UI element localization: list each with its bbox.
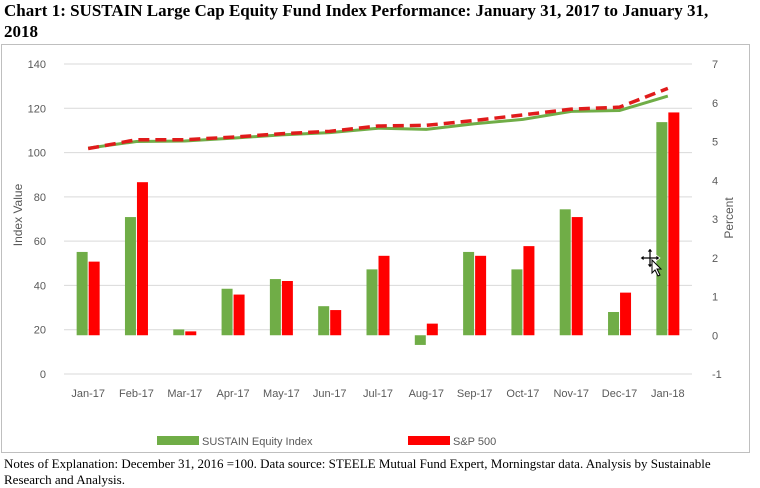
y-tick-label: 140 [28,59,46,71]
x-tick-label: Mar-17 [167,388,202,400]
gridlines [64,63,692,375]
bar-sustain [269,279,281,336]
x-tick-label: Apr-17 [217,388,250,400]
bar-sp500 [136,182,148,336]
bar-sp500 [281,281,293,336]
x-tick-label: Jul-17 [363,388,393,400]
bar-sp500 [620,292,632,336]
y-axis-label: Index Value [11,183,25,246]
bar-sustain [608,312,620,336]
y2-tick-label: 4 [712,175,718,187]
right-axis-ticks: -1 0 1 2 3 4 5 6 7 [712,59,722,381]
y-tick-label: 100 [28,148,46,160]
bar-sp500 [523,246,535,336]
x-tick-label: Oct-17 [506,388,539,400]
x-tick-label: Sep-17 [457,388,492,400]
legend-label: S&P 500 [453,436,496,448]
bar-sp500 [233,294,245,336]
bar-sp500 [668,112,680,336]
x-axis-ticks: Jan-17 Feb-17 Mar-17 Apr-17 May-17 Jun-17 Jul-… [71,388,684,400]
bar-sustain [318,306,330,336]
bar-sustain [511,269,523,336]
y-tick-label: 120 [28,103,46,115]
y2-tick-label: 6 [712,98,718,110]
bar-sp500 [426,323,438,336]
bar-sustain [414,335,426,345]
chart-title: Chart 1: SUSTAIN Large Cap Equity Fund I… [4,1,709,41]
y2-axis-label: Percent [722,197,736,239]
bar-sp500 [475,255,487,336]
legend-swatch [157,436,199,445]
bar-sustain [124,217,136,336]
y2-tick-label: 3 [712,214,718,226]
legend-label: SUSTAIN Equity Index [202,436,313,448]
y2-tick-label: 0 [712,330,718,342]
chart-frame [1,44,750,453]
legend: SUSTAIN Equity Index S&P 500 [157,436,496,448]
line-sustain [87,94,669,150]
x-tick-label: Aug-17 [409,388,444,400]
lines [87,86,669,151]
x-tick-label: Jan-17 [71,388,105,400]
bar-sustain [221,288,233,336]
y-tick-label: 0 [40,369,46,381]
line-sp500 [87,86,669,151]
legend-swatch [408,436,450,445]
x-tick-label: May-17 [263,388,300,400]
y-tick-label: 80 [34,192,46,204]
y2-tick-label: 1 [712,292,718,304]
bar-sp500 [88,261,100,336]
notes-text: Notes of Explanation: December 31, 2016 … [4,456,711,487]
y2-tick-label: 5 [712,137,718,149]
x-tick-label: Jan-18 [651,388,685,400]
y2-tick-label: -1 [712,369,722,381]
bar-sustain [366,269,378,336]
bar-sustain [173,329,185,336]
bar-sp500 [330,310,342,336]
y-tick-label: 40 [34,280,46,292]
y2-tick-label: 7 [712,59,718,71]
x-tick-label: Feb-17 [119,388,154,400]
bar-sustain [463,251,475,336]
bar-sustain [656,122,668,336]
y2-tick-label: 2 [712,253,718,265]
y-tick-label: 60 [34,236,46,248]
bar-sp500 [571,217,583,336]
bar-sustain [559,209,571,336]
y-tick-label: 20 [34,325,46,337]
move-cursor-icon [639,247,663,277]
left-axis-ticks: 0 20 40 60 80 100 120 140 [28,59,46,381]
bar-sp500 [185,331,197,336]
bar-sustain [76,251,88,336]
x-tick-label: Dec-17 [602,388,637,400]
bar-sp500 [378,255,390,336]
bars [76,112,680,345]
x-tick-label: Jun-17 [313,388,347,400]
x-tick-label: Nov-17 [553,388,588,400]
